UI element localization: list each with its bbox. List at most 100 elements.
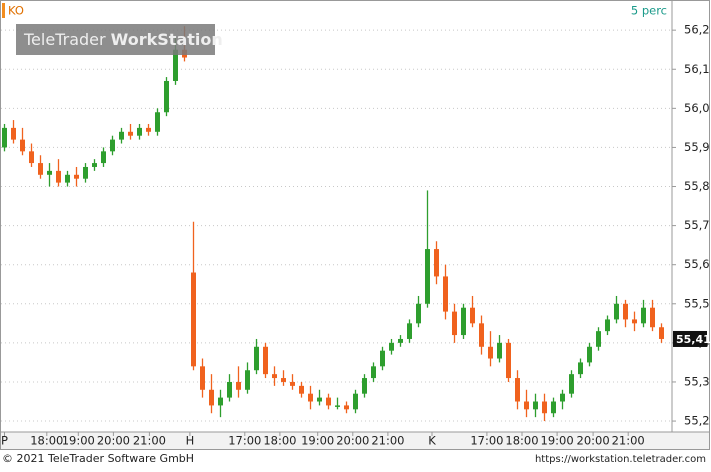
candle-body	[497, 342, 502, 359]
candle-body	[236, 381, 241, 390]
candle-body	[299, 385, 304, 394]
candle-body	[470, 307, 475, 324]
watermark-box	[16, 24, 215, 55]
symbol: KO	[8, 4, 24, 18]
candle-body	[110, 139, 115, 152]
plot	[1, 26, 672, 422]
watermark: TeleTrader WorkStation	[23, 30, 223, 49]
y-tick-label: 55,3	[684, 374, 710, 388]
y-tick-label: 55,6	[684, 257, 710, 271]
candle-body	[155, 112, 160, 132]
candle-body	[515, 378, 520, 402]
candle-body	[542, 401, 547, 414]
candle-body	[641, 307, 646, 324]
x-tick-label: H	[186, 434, 195, 448]
candle-body	[56, 170, 61, 183]
x-tick-label: 17:00	[228, 434, 261, 448]
candle-body	[173, 49, 178, 81]
candle-body	[254, 346, 259, 371]
candle-body	[461, 307, 466, 336]
candle-body	[443, 276, 448, 312]
last-price-label: 55,41	[676, 333, 711, 346]
candle-body	[650, 307, 655, 328]
candle-body	[281, 378, 286, 382]
candle-body	[551, 401, 556, 414]
y-tick-label: 56,1	[684, 62, 710, 76]
candle-body	[146, 127, 151, 132]
x-tick-label: 21:00	[612, 434, 645, 448]
candle-body	[92, 163, 97, 167]
candle-body	[263, 346, 268, 375]
candle-body	[137, 127, 142, 136]
x-tick-label: 20:00	[577, 434, 610, 448]
candle-body	[389, 342, 394, 351]
candle-body	[191, 272, 196, 367]
candle-body	[632, 319, 637, 324]
candle-body	[20, 139, 25, 152]
x-tick-label: 19:00	[541, 434, 574, 448]
candle-body	[245, 370, 250, 390]
x-tick-label: P	[1, 434, 8, 448]
candle-body	[479, 323, 484, 347]
candle-body	[560, 393, 565, 402]
candle-body	[623, 303, 628, 320]
candle-body	[83, 166, 88, 179]
candle-body	[596, 331, 601, 347]
x-axis-band	[1, 432, 709, 449]
x-tick-label: 18:00	[263, 434, 296, 448]
candle-body	[74, 174, 79, 179]
candle-body	[362, 378, 367, 394]
candle-body	[587, 346, 592, 363]
candle-body	[614, 303, 619, 320]
y-tick-label: 55,2	[684, 414, 710, 428]
y-tick-label: 55,5	[684, 296, 710, 310]
candle-body	[452, 311, 457, 336]
y-tick-label: 56,2	[684, 23, 710, 37]
candle-body	[128, 131, 133, 136]
x-tick-label: 18:00	[505, 434, 538, 448]
x-tick-label: K	[428, 434, 436, 448]
candle-body	[317, 397, 322, 402]
candle-body	[272, 374, 277, 379]
frame	[0, 0, 710, 450]
y-tick-label: 55,9	[684, 140, 710, 154]
candle-body	[119, 131, 124, 140]
x-tick-label: 21:00	[133, 434, 166, 448]
url: https://workstation.teletrader.com	[535, 454, 706, 465]
watermark-bold: WorkStation	[111, 30, 223, 49]
candle-body	[524, 401, 529, 410]
candle-body	[308, 393, 313, 402]
candle-body	[200, 366, 205, 390]
candle-body	[605, 319, 610, 332]
candle-body	[434, 249, 439, 277]
x-tick-label: 19:00	[62, 434, 95, 448]
y-tick-label: 55,8	[684, 179, 710, 193]
candle-body	[326, 397, 331, 406]
candle-body	[407, 323, 412, 339]
candle-body	[29, 151, 34, 164]
candle-body	[218, 397, 223, 406]
candle-body	[506, 342, 511, 379]
x-tick-label: 17:00	[470, 434, 503, 448]
candle-body	[398, 338, 403, 343]
candle-body	[209, 389, 214, 406]
candle-body	[425, 249, 430, 304]
candle-body	[11, 127, 16, 140]
symbol-marker	[2, 3, 5, 18]
candle-body	[569, 374, 574, 394]
x-tick-label: 20:00	[336, 434, 369, 448]
candle-body	[371, 366, 376, 379]
candle-body	[380, 350, 385, 367]
watermark-light: TeleTrader	[23, 30, 106, 49]
candle-body	[65, 174, 70, 183]
candle-body	[578, 362, 583, 375]
candle-body	[164, 80, 169, 113]
candle-body	[533, 401, 538, 410]
candle-body	[416, 303, 421, 324]
candle-body	[47, 170, 52, 175]
candle-body	[101, 151, 106, 164]
x-tick-label: 21:00	[371, 434, 404, 448]
candle-body	[488, 346, 493, 359]
